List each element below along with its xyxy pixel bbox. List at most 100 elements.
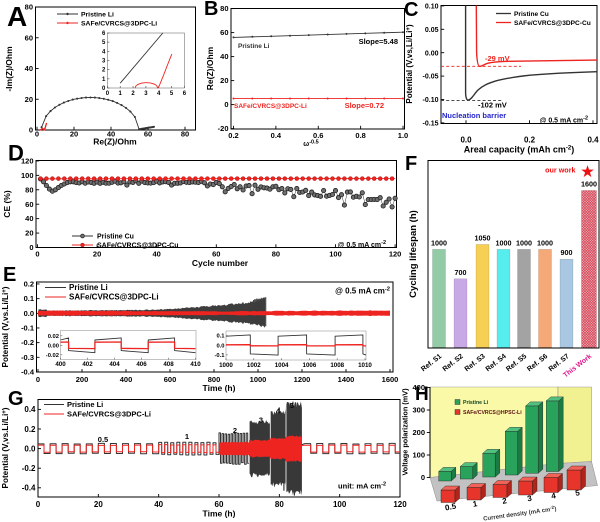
svg-text:20: 20 — [70, 130, 78, 139]
svg-text:5: 5 — [575, 488, 581, 498]
svg-text:3: 3 — [259, 416, 263, 425]
svg-text:1000: 1000 — [516, 238, 532, 247]
svg-text:F: F — [405, 153, 417, 175]
svg-text:H: H — [415, 384, 429, 405]
svg-text:SAFe/CVRCS@HPSC-Li: SAFe/CVRCS@HPSC-Li — [463, 410, 522, 416]
svg-text:0: 0 — [29, 243, 33, 252]
svg-text:60: 60 — [25, 200, 33, 209]
svg-text:SAFe/CVRCS@3DPC-Li: SAFe/CVRCS@3DPC-Li — [234, 103, 307, 110]
svg-text:20: 20 — [94, 500, 103, 509]
svg-text:Ref. S3: Ref. S3 — [464, 353, 487, 373]
svg-text:6: 6 — [183, 91, 187, 97]
svg-text:100: 100 — [333, 500, 347, 509]
svg-text:120: 120 — [393, 500, 407, 509]
svg-text:80: 80 — [220, 4, 228, 13]
svg-text:Pristine Li: Pristine Li — [69, 283, 108, 292]
svg-text:D: D — [8, 141, 24, 166]
svg-text:60: 60 — [25, 33, 33, 42]
svg-text:Potential (V,vs.Li/Li+): Potential (V,vs.Li/Li+) — [1, 286, 10, 367]
svg-text:@ 0.5 mA cm-2: @ 0.5 mA cm-2 — [540, 116, 588, 125]
svg-text:Slope=0.72: Slope=0.72 — [345, 101, 384, 110]
svg-text:1004: 1004 — [275, 362, 289, 369]
svg-text:100: 100 — [329, 250, 342, 259]
svg-text:80: 80 — [181, 130, 189, 139]
svg-text:0.0: 0.0 — [460, 136, 472, 145]
svg-text:Voltage polarization (mV): Voltage polarization (mV) — [401, 388, 410, 476]
svg-text:-0.1: -0.1 — [21, 324, 34, 333]
svg-text:-0.15: -0.15 — [423, 121, 439, 128]
svg-text:80: 80 — [275, 500, 284, 509]
svg-text:0.6: 0.6 — [313, 131, 323, 140]
svg-text:Current density (mA cm-2): Current density (mA cm-2) — [483, 504, 557, 522]
svg-text:Ref. S1: Ref. S1 — [420, 353, 443, 373]
svg-text:1400: 1400 — [338, 375, 355, 384]
svg-text:CE (%): CE (%) — [2, 190, 12, 218]
svg-text:0: 0 — [36, 500, 41, 509]
svg-text:1: 1 — [185, 432, 189, 441]
svg-text:0.05: 0.05 — [425, 27, 439, 34]
svg-text:0: 0 — [106, 91, 110, 97]
svg-text:20: 20 — [220, 76, 228, 85]
svg-text:SAFe/CVRCS@3DPC-Cu: SAFe/CVRCS@3DPC-Cu — [514, 20, 591, 27]
svg-text:60: 60 — [215, 500, 224, 509]
svg-text:-0.2: -0.2 — [21, 338, 34, 347]
svg-text:800: 800 — [208, 375, 221, 384]
svg-text:0.2: 0.2 — [24, 280, 34, 289]
svg-text:1000: 1000 — [496, 238, 512, 247]
svg-text:0.0: 0.0 — [24, 444, 36, 453]
svg-text:-20: -20 — [218, 124, 229, 133]
svg-text:20: 20 — [25, 229, 33, 238]
svg-text:1600: 1600 — [581, 179, 597, 188]
svg-text:0: 0 — [102, 86, 106, 92]
svg-text:5: 5 — [290, 401, 294, 410]
svg-text:unit: mA cm-2: unit: mA cm-2 — [338, 482, 386, 491]
svg-text:Cycle number: Cycle number — [192, 258, 249, 268]
svg-text:200: 200 — [412, 428, 425, 437]
svg-text:100: 100 — [412, 451, 425, 460]
svg-text:900: 900 — [561, 248, 573, 257]
svg-text:our work: our work — [545, 166, 575, 175]
svg-text:80: 80 — [272, 250, 280, 259]
svg-text:0.2: 0.2 — [524, 136, 536, 145]
svg-text:1: 1 — [102, 77, 106, 83]
svg-text:1006: 1006 — [303, 362, 317, 369]
svg-text:4: 4 — [551, 491, 557, 501]
svg-text:6: 6 — [102, 31, 106, 37]
svg-text:@ 0.5 mA cm-2: @ 0.5 mA cm-2 — [338, 240, 386, 249]
svg-text:400: 400 — [412, 383, 425, 392]
svg-text:0.4: 0.4 — [271, 131, 282, 140]
svg-text:0.8: 0.8 — [355, 131, 365, 140]
svg-text:Potential (V,vs.Li/Li+): Potential (V,vs.Li/Li+) — [1, 407, 10, 488]
svg-text:2: 2 — [233, 426, 237, 435]
svg-text:200: 200 — [76, 375, 89, 384]
svg-text:SAFe/CVRCS@3DPC-Li: SAFe/CVRCS@3DPC-Li — [69, 293, 159, 302]
svg-text:0: 0 — [29, 126, 33, 135]
svg-text:5: 5 — [170, 91, 174, 97]
svg-text:-0.05: -0.05 — [423, 74, 439, 81]
svg-text:1: 1 — [119, 91, 123, 97]
svg-text:40: 40 — [220, 52, 228, 61]
svg-text:-0.1: -0.1 — [215, 353, 226, 359]
svg-text:C: C — [404, 0, 418, 21]
svg-text:4: 4 — [276, 407, 281, 416]
svg-text:80: 80 — [25, 3, 33, 12]
svg-text:20: 20 — [25, 95, 33, 104]
svg-text:1000: 1000 — [431, 238, 447, 247]
svg-text:1000: 1000 — [537, 238, 553, 247]
svg-text:408: 408 — [163, 361, 174, 368]
svg-text:40: 40 — [25, 64, 33, 73]
svg-text:Pristine Li: Pristine Li — [463, 400, 489, 406]
svg-text:G: G — [8, 388, 24, 410]
svg-text:Pristine Li: Pristine Li — [67, 400, 103, 409]
svg-text:120: 120 — [21, 157, 34, 166]
svg-text:-0.2: -0.2 — [22, 464, 36, 473]
svg-text:100: 100 — [21, 171, 34, 180]
svg-text:5: 5 — [102, 40, 106, 46]
svg-text:Slope=5.48: Slope=5.48 — [359, 37, 398, 46]
svg-text:60: 60 — [212, 250, 220, 259]
svg-text:60: 60 — [220, 28, 228, 37]
svg-text:1010: 1010 — [358, 362, 372, 369]
svg-text:Areal capacity (mAh cm-2): Areal capacity (mAh cm-2) — [464, 145, 574, 155]
svg-text:700: 700 — [455, 268, 467, 277]
svg-text:0.10: 0.10 — [425, 4, 439, 11]
